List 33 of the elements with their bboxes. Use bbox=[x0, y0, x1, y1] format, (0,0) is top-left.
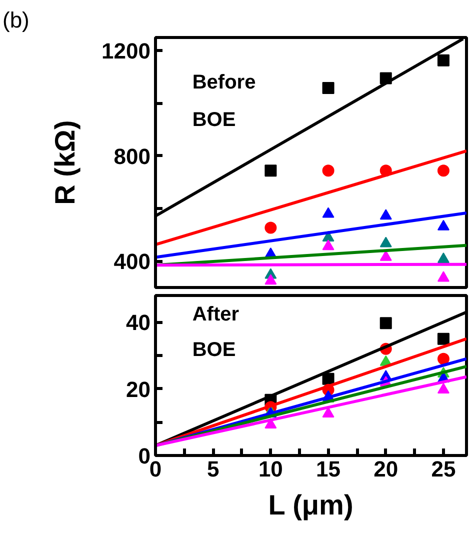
point bbox=[380, 209, 392, 220]
y-tick-label: 20 bbox=[126, 376, 151, 402]
point bbox=[437, 382, 450, 394]
point bbox=[264, 274, 277, 285]
point bbox=[264, 222, 277, 234]
x-tick-label: 15 bbox=[316, 456, 341, 482]
annotation: Before BOE bbox=[192, 72, 256, 131]
point bbox=[437, 252, 450, 264]
point bbox=[437, 271, 450, 282]
y-tick-label: 800 bbox=[114, 144, 151, 169]
point bbox=[437, 54, 450, 66]
point bbox=[380, 236, 392, 248]
text: (b) bbox=[2, 8, 30, 32]
y-tick-label: 1200 bbox=[102, 38, 151, 64]
point bbox=[322, 207, 334, 218]
point bbox=[322, 82, 334, 94]
x-tick-label: 25 bbox=[431, 456, 456, 482]
point bbox=[264, 164, 277, 177]
point bbox=[322, 240, 334, 250]
point bbox=[437, 220, 450, 230]
y-tick-label: 400 bbox=[114, 249, 151, 274]
point bbox=[437, 352, 450, 365]
point bbox=[437, 164, 450, 177]
annotation: After BOE bbox=[192, 304, 240, 361]
x-axis-title: L (μm) bbox=[268, 490, 354, 520]
x-tick-label: 5 bbox=[206, 456, 220, 482]
x-tick-label: 20 bbox=[374, 456, 398, 482]
x-tick-label: 10 bbox=[258, 456, 283, 482]
y-tick-label: 40 bbox=[126, 310, 151, 336]
point bbox=[437, 332, 450, 345]
point bbox=[322, 164, 334, 177]
point bbox=[380, 317, 392, 330]
y-axis-title: R (kΩ) bbox=[50, 120, 81, 205]
